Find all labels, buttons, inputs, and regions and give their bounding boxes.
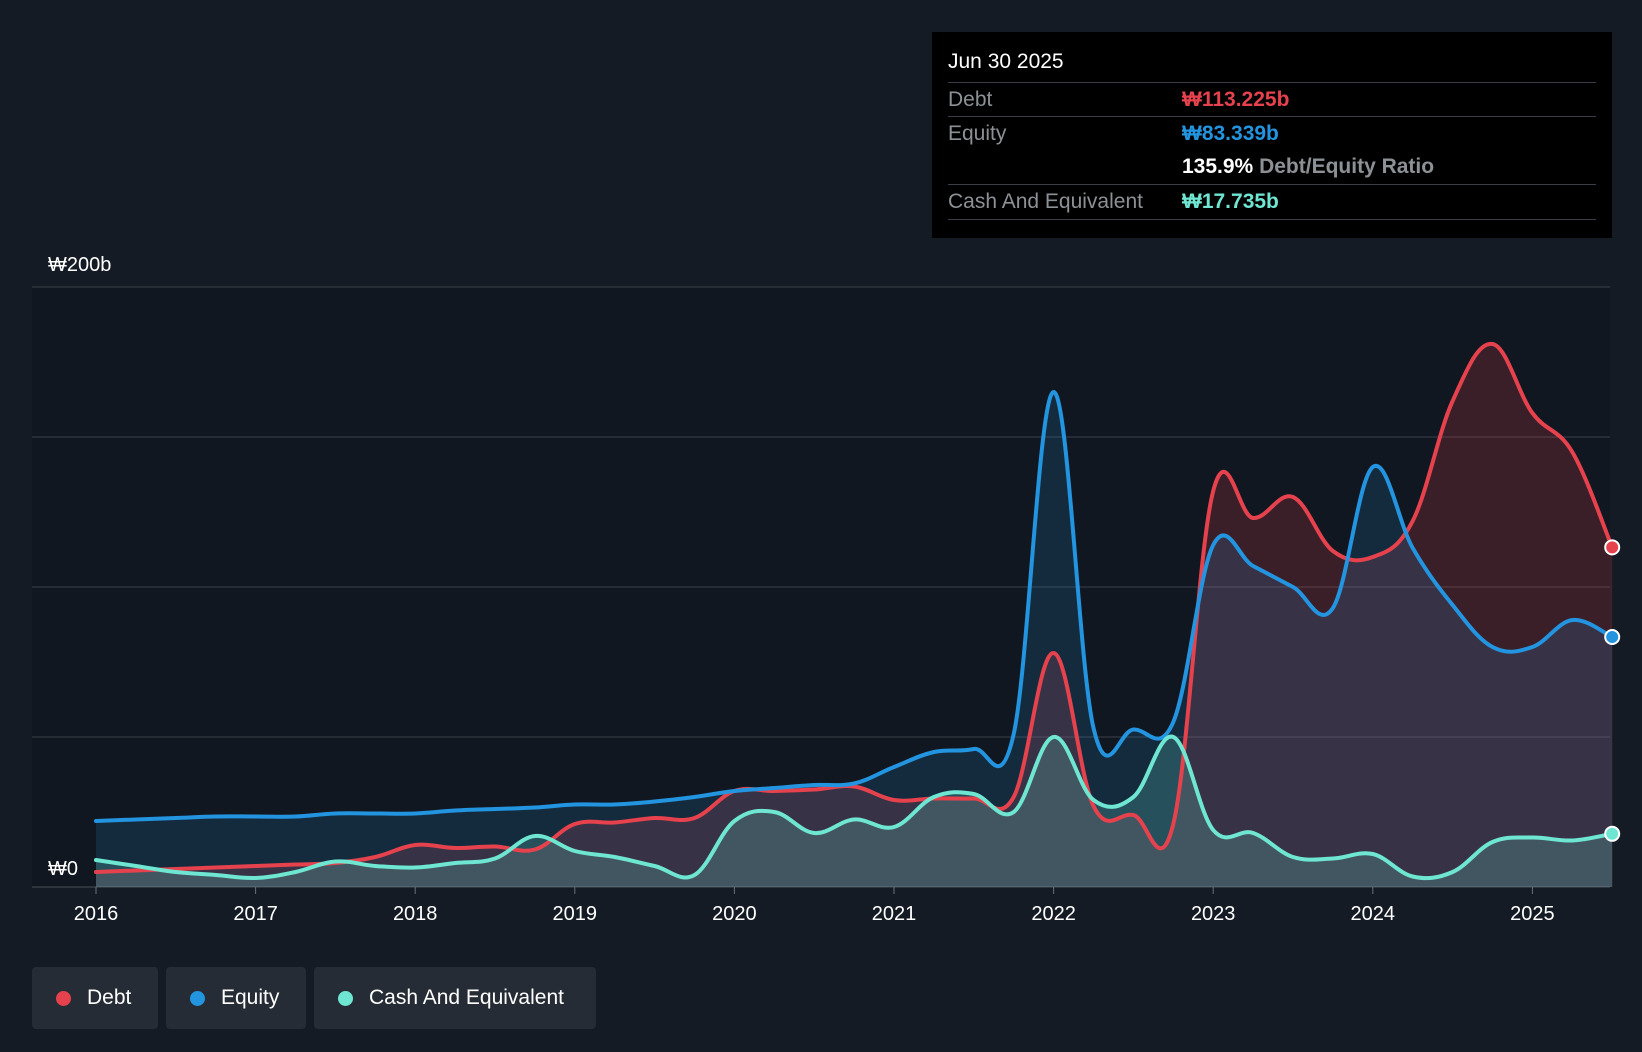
- tooltip-debt-row: Debt ₩113.225b: [948, 82, 1596, 117]
- tooltip-date: Jun 30 2025: [948, 50, 1064, 73]
- legend-debt-label: Debt: [87, 986, 132, 1009]
- y-tick-label-0: ₩0: [48, 858, 78, 880]
- x-tick-label-2017: 2017: [233, 903, 278, 925]
- legend-equity-label: Equity: [221, 986, 280, 1009]
- tooltip-ratio-row: 135.9% Debt/Equity Ratio: [948, 150, 1596, 184]
- equity-line: [94, 389, 1615, 823]
- x-tick-label-2020: 2020: [712, 903, 757, 925]
- x-tick-label-2021: 2021: [872, 903, 917, 925]
- label-layer: ₩200b ₩0 2016 2017 2018 2019 2020 2021 2022 2023 2…: [48, 254, 1555, 925]
- y-tick-label-200: ₩200b: [48, 254, 111, 276]
- x-tick-label-2018: 2018: [393, 903, 438, 925]
- tooltip-cash-row: Cash And Equivalent ₩17.735b: [948, 184, 1596, 220]
- cash-area: [96, 736, 1613, 887]
- cash-dot-icon: [338, 991, 353, 1006]
- line-layer: [94, 341, 1615, 881]
- tooltip-debt-label: Debt: [948, 88, 993, 111]
- x-tick-label-2024: 2024: [1351, 903, 1396, 925]
- tooltip: Jun 30 2025 Debt ₩113.225b Equity ₩83.33…: [932, 32, 1612, 238]
- equity-area: [96, 391, 1613, 887]
- tooltip-equity-label: Equity: [948, 122, 1007, 145]
- debt-area: [96, 343, 1613, 887]
- debt-dot-icon: [56, 991, 71, 1006]
- legend-cash-label: Cash And Equivalent: [369, 986, 564, 1009]
- tooltip-ratio: 135.9% Debt/Equity Ratio: [1182, 150, 1434, 184]
- tooltip-equity-row: Equity ₩83.339b: [948, 116, 1596, 151]
- legend-item-equity[interactable]: Equity: [166, 967, 306, 1029]
- debt-end-marker: [1604, 539, 1621, 556]
- tooltip-debt-value: ₩113.225b: [1182, 88, 1290, 111]
- cash-end-marker: [1604, 825, 1621, 842]
- x-tick-label-2022: 2022: [1031, 903, 1076, 925]
- x-tick-label-2016: 2016: [74, 903, 119, 925]
- area-layer: [96, 343, 1613, 887]
- equity-end-marker: [1604, 628, 1621, 645]
- tooltip-ratio-label: Debt/Equity Ratio: [1259, 155, 1435, 178]
- tooltip-cash-label: Cash And Equivalent: [948, 190, 1143, 213]
- x-tick-label-2025: 2025: [1510, 903, 1555, 925]
- tooltip-ratio-value: 135.9%: [1182, 155, 1254, 178]
- x-tick-label-2019: 2019: [553, 903, 598, 925]
- equity-dot-icon: [190, 991, 205, 1006]
- tooltip-equity-value: ₩83.339b: [1182, 122, 1279, 145]
- marker-layer: [1604, 539, 1621, 842]
- tooltip-cash-value: ₩17.735b: [1182, 190, 1279, 213]
- cash-line: [94, 734, 1615, 881]
- legend-item-debt[interactable]: Debt: [32, 967, 158, 1029]
- x-tick-label-2023: 2023: [1191, 903, 1236, 925]
- legend-item-cash[interactable]: Cash And Equivalent: [314, 967, 596, 1029]
- debt-line: [94, 341, 1615, 874]
